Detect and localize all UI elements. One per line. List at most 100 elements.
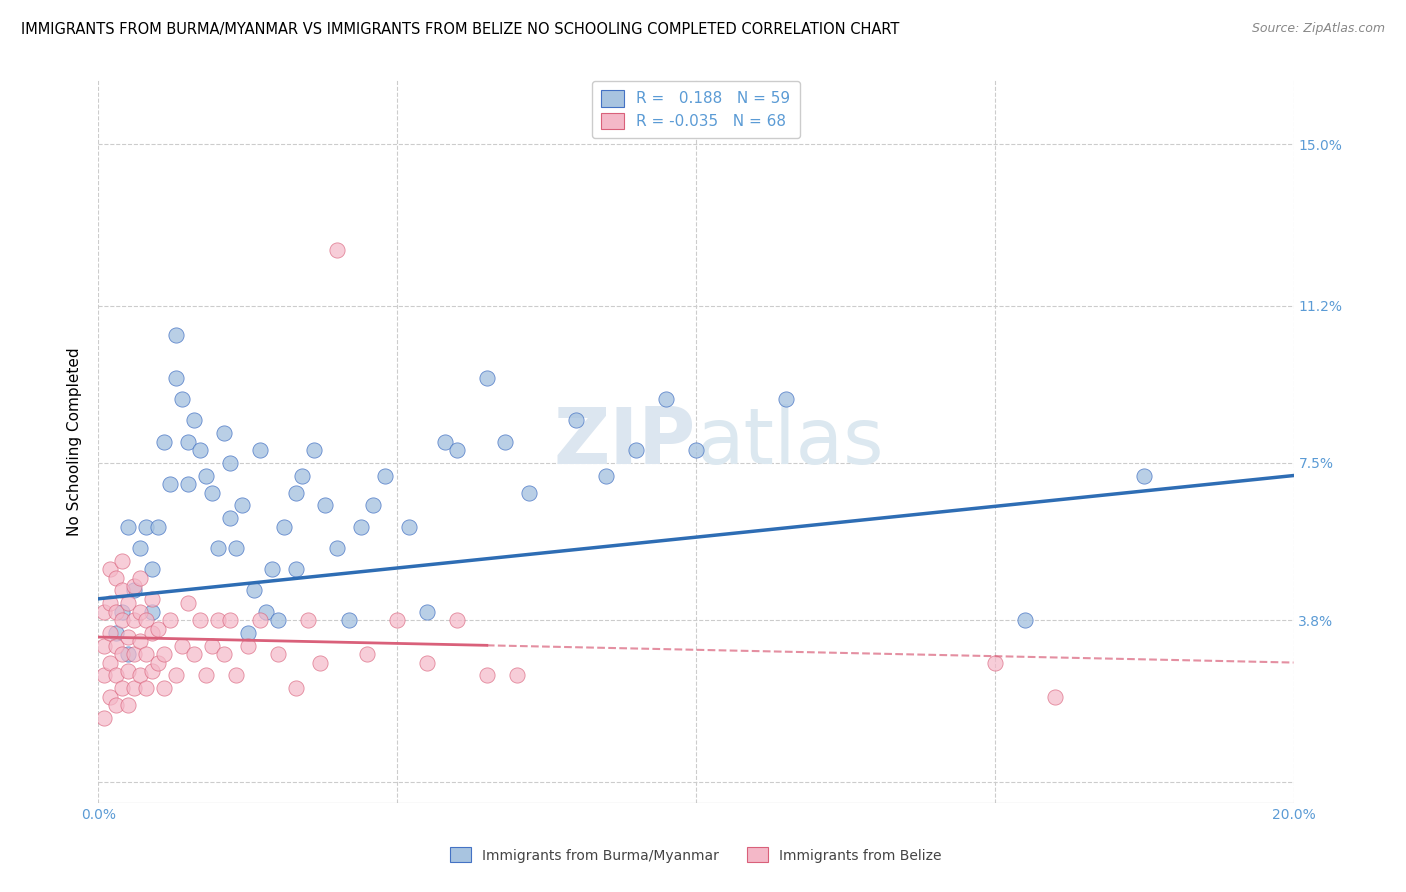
Point	[231, 498, 253, 512]
Point	[183, 413, 205, 427]
Point	[117, 630, 139, 644]
Point	[225, 668, 247, 682]
Point	[201, 639, 224, 653]
Text: atlas: atlas	[696, 403, 883, 480]
Point	[141, 562, 163, 576]
Point	[111, 681, 134, 695]
Point	[165, 668, 187, 682]
Point	[177, 434, 200, 449]
Point	[129, 541, 152, 555]
Text: ZIP: ZIP	[554, 403, 696, 480]
Point	[284, 562, 307, 576]
Point	[308, 656, 330, 670]
Point	[374, 468, 396, 483]
Point	[1043, 690, 1066, 704]
Point	[135, 613, 157, 627]
Point	[105, 668, 128, 682]
Point	[475, 668, 498, 682]
Point	[159, 613, 181, 627]
Point	[219, 613, 242, 627]
Point	[260, 562, 283, 576]
Point	[124, 613, 146, 627]
Point	[273, 519, 295, 533]
Point	[195, 668, 218, 682]
Point	[363, 498, 385, 512]
Point	[291, 468, 314, 483]
Point	[93, 711, 115, 725]
Point	[254, 605, 277, 619]
Point	[219, 456, 242, 470]
Point	[685, 443, 707, 458]
Point	[1133, 468, 1156, 483]
Point	[105, 605, 128, 619]
Point	[141, 664, 163, 678]
Point	[141, 591, 163, 606]
Point	[124, 583, 146, 598]
Point	[153, 681, 176, 695]
Point	[111, 647, 134, 661]
Point	[326, 244, 349, 258]
Point	[201, 485, 224, 500]
Point	[506, 668, 529, 682]
Point	[165, 371, 187, 385]
Point	[236, 625, 259, 640]
Point	[141, 625, 163, 640]
Text: Source: ZipAtlas.com: Source: ZipAtlas.com	[1251, 22, 1385, 36]
Point	[775, 392, 797, 406]
Point	[93, 668, 115, 682]
Y-axis label: No Schooling Completed: No Schooling Completed	[67, 347, 83, 536]
Point	[595, 468, 617, 483]
Point	[117, 698, 139, 712]
Point	[111, 583, 134, 598]
Point	[494, 434, 516, 449]
Point	[117, 519, 139, 533]
Point	[141, 605, 163, 619]
Point	[188, 443, 211, 458]
Point	[105, 570, 128, 584]
Legend: Immigrants from Burma/Myanmar, Immigrants from Belize: Immigrants from Burma/Myanmar, Immigrant…	[444, 842, 948, 868]
Point	[117, 664, 139, 678]
Point	[243, 583, 266, 598]
Point	[339, 613, 361, 627]
Point	[117, 596, 139, 610]
Text: IMMIGRANTS FROM BURMA/MYANMAR VS IMMIGRANTS FROM BELIZE NO SCHOOLING COMPLETED C: IMMIGRANTS FROM BURMA/MYANMAR VS IMMIGRA…	[21, 22, 900, 37]
Point	[111, 613, 134, 627]
Point	[153, 434, 176, 449]
Point	[267, 647, 290, 661]
Point	[565, 413, 588, 427]
Point	[212, 647, 235, 661]
Point	[117, 647, 139, 661]
Point	[225, 541, 247, 555]
Point	[98, 596, 122, 610]
Point	[446, 443, 468, 458]
Point	[183, 647, 205, 661]
Point	[249, 613, 271, 627]
Point	[984, 656, 1007, 670]
Point	[446, 613, 468, 627]
Point	[129, 634, 152, 648]
Point	[148, 519, 170, 533]
Point	[284, 485, 307, 500]
Point	[153, 647, 176, 661]
Point	[416, 605, 439, 619]
Point	[98, 562, 122, 576]
Point	[1014, 613, 1036, 627]
Point	[177, 596, 200, 610]
Point	[195, 468, 218, 483]
Point	[207, 541, 229, 555]
Point	[434, 434, 457, 449]
Point	[655, 392, 678, 406]
Point	[475, 371, 498, 385]
Point	[129, 668, 152, 682]
Point	[172, 639, 194, 653]
Point	[93, 605, 115, 619]
Point	[626, 443, 648, 458]
Point	[165, 328, 187, 343]
Point	[517, 485, 540, 500]
Point	[98, 625, 122, 640]
Point	[315, 498, 337, 512]
Point	[385, 613, 409, 627]
Point	[111, 605, 134, 619]
Point	[416, 656, 439, 670]
Point	[148, 622, 170, 636]
